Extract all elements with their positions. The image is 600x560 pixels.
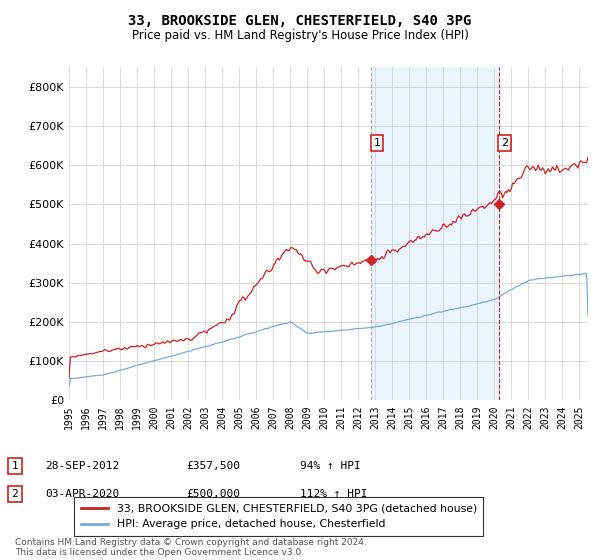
- Text: 2: 2: [11, 489, 19, 499]
- Text: 112% ↑ HPI: 112% ↑ HPI: [300, 489, 367, 499]
- Text: 28-SEP-2012: 28-SEP-2012: [45, 461, 119, 471]
- Text: 1: 1: [11, 461, 19, 471]
- Text: 03-APR-2020: 03-APR-2020: [45, 489, 119, 499]
- Text: 1: 1: [374, 138, 380, 148]
- Bar: [371, 67, 499, 400]
- Text: 94% ↑ HPI: 94% ↑ HPI: [300, 461, 361, 471]
- Text: Contains HM Land Registry data © Crown copyright and database right 2024.
This d: Contains HM Land Registry data © Crown c…: [15, 538, 367, 557]
- Text: 2: 2: [501, 138, 508, 148]
- Text: Price paid vs. HM Land Registry's House Price Index (HPI): Price paid vs. HM Land Registry's House …: [131, 29, 469, 42]
- Text: 33, BROOKSIDE GLEN, CHESTERFIELD, S40 3PG: 33, BROOKSIDE GLEN, CHESTERFIELD, S40 3P…: [128, 14, 472, 28]
- Text: £500,000: £500,000: [186, 489, 240, 499]
- Legend: 33, BROOKSIDE GLEN, CHESTERFIELD, S40 3PG (detached house), HPI: Average price, : 33, BROOKSIDE GLEN, CHESTERFIELD, S40 3P…: [74, 497, 484, 536]
- Text: £357,500: £357,500: [186, 461, 240, 471]
